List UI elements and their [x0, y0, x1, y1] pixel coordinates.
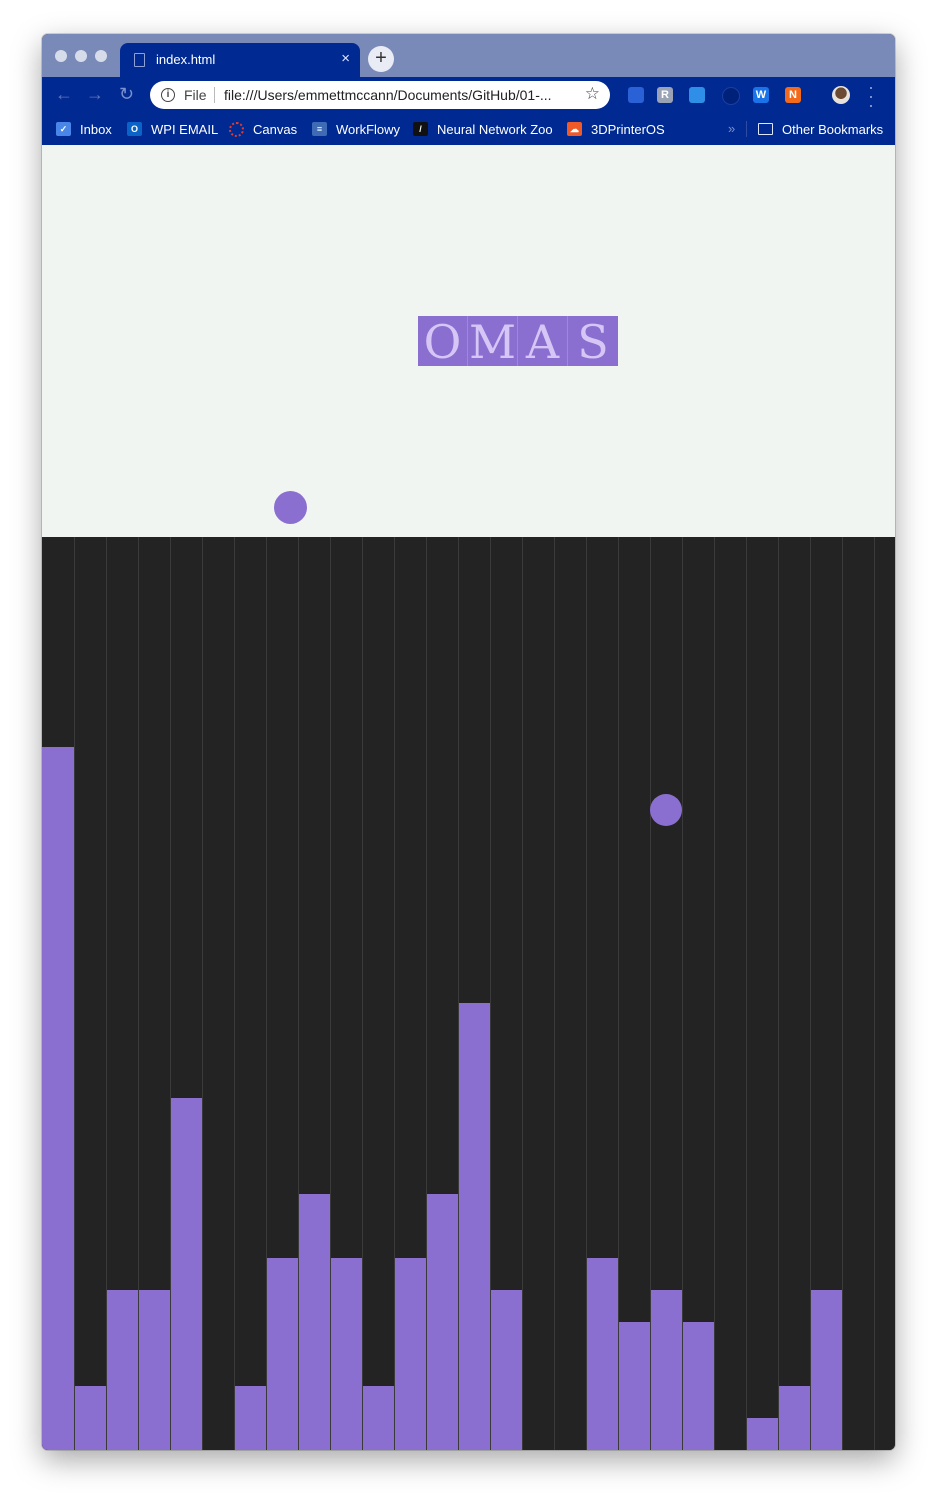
more-menu-icon[interactable]: · · ·: [868, 83, 874, 110]
browser-window: index.html × + ← → ↻ i File file:///User…: [42, 34, 895, 1450]
nnzoo-icon: /: [413, 122, 428, 136]
bookmark-wpi-email[interactable]: O WPI EMAIL: [127, 120, 218, 138]
logo-letter: S: [568, 316, 618, 366]
bar-21: [682, 1322, 714, 1450]
info-icon[interactable]: i: [161, 88, 175, 102]
bar-13: [426, 1194, 458, 1450]
profile-avatar[interactable]: [832, 86, 850, 104]
inbox-icon: ✓: [56, 122, 71, 136]
minimize-window-button[interactable]: [75, 50, 87, 62]
forward-button[interactable]: →: [86, 85, 104, 103]
bar-23: [746, 1418, 778, 1450]
bookmark-label: Neural Network Zoo: [437, 122, 553, 137]
folder-icon: [758, 123, 773, 135]
close-tab-icon[interactable]: ×: [341, 50, 350, 67]
bar-9: [298, 1194, 330, 1450]
omnibox-divider: [214, 87, 215, 103]
bookmark-star-icon[interactable]: ☆: [585, 84, 600, 104]
pen-extension-icon[interactable]: [628, 87, 644, 103]
bookmark-neural-network-zoo[interactable]: / Neural Network Zoo: [413, 120, 553, 138]
more-bookmarks-icon[interactable]: »: [728, 121, 735, 136]
bars-canvas: [42, 537, 895, 1450]
r-extension-icon[interactable]: R: [657, 87, 673, 103]
bookmark-label: Canvas: [253, 122, 297, 137]
logo-letter: M: [468, 316, 518, 366]
bar-8: [266, 1258, 298, 1450]
bar-18: [586, 1258, 618, 1450]
bouncing-ball: [274, 491, 307, 524]
close-window-button[interactable]: [55, 50, 67, 62]
new-tab-button[interactable]: +: [368, 46, 394, 72]
bookmark-label: WPI EMAIL: [151, 122, 218, 137]
reload-button[interactable]: ↻: [119, 85, 134, 103]
bar-20: [650, 1290, 682, 1450]
printer-icon: ☁: [567, 122, 582, 136]
bar-2: [74, 1386, 106, 1450]
address-bar[interactable]: i File file:///Users/emmettmccann/Docume…: [150, 81, 610, 109]
zoom-window-button[interactable]: [95, 50, 107, 62]
circle-extension-icon[interactable]: [722, 87, 740, 105]
bookmark-label: WorkFlowy: [336, 122, 400, 137]
tab-index-html[interactable]: index.html ×: [120, 43, 360, 77]
bookmark-inbox[interactable]: ✓ Inbox: [56, 120, 112, 138]
bar-7: [234, 1386, 266, 1450]
bar-12: [394, 1258, 426, 1450]
bar-visualization: [42, 537, 895, 1450]
bar-1: [42, 747, 74, 1450]
bar-15: [490, 1290, 522, 1450]
other-bookmarks-folder[interactable]: Other Bookmarks: [758, 120, 883, 138]
logo-letter: A: [518, 316, 568, 366]
url-text[interactable]: file:///Users/emmettmccann/Documents/Git…: [224, 87, 552, 103]
bar-3: [106, 1290, 138, 1450]
n-extension-icon[interactable]: N: [785, 87, 801, 103]
outlook-icon: O: [127, 122, 142, 136]
workflowy-icon: ≡: [312, 122, 327, 136]
tab-title: index.html: [156, 52, 215, 67]
bar-14: [458, 1003, 490, 1450]
logo-letter: O: [418, 316, 468, 366]
document-icon: [134, 53, 145, 67]
bookmarks-divider: [746, 121, 747, 137]
bookmarks-bar: ✓ Inbox O WPI EMAIL Canvas ≡ WorkFlowy / Neural …: [42, 113, 895, 146]
bookmark-label: Inbox: [80, 122, 112, 137]
bookmark-canvas[interactable]: Canvas: [229, 120, 297, 138]
bar-5: [170, 1098, 202, 1450]
bar-25: [810, 1290, 842, 1450]
tab-strip: index.html × +: [42, 34, 895, 77]
toolbar: ← → ↻ i File file:///Users/emmettmccann/…: [42, 77, 895, 113]
bookmark-3dprinteros[interactable]: ☁ 3DPrinterOS: [567, 120, 665, 138]
bar-24: [778, 1386, 810, 1450]
bar-19: [618, 1322, 650, 1450]
bar-11: [362, 1386, 394, 1450]
back-button[interactable]: ←: [55, 85, 73, 103]
bookmark-label: 3DPrinterOS: [591, 122, 665, 137]
bar-4: [138, 1290, 170, 1450]
bar-10: [330, 1258, 362, 1450]
other-bookmarks-label: Other Bookmarks: [782, 122, 883, 137]
window-extension-icon[interactable]: [689, 87, 705, 103]
scheme-label: File: [184, 87, 207, 103]
bookmark-workflowy[interactable]: ≡ WorkFlowy: [312, 120, 400, 138]
falling-ball: [650, 794, 682, 826]
w-extension-icon[interactable]: W: [753, 87, 769, 103]
canvas-icon: [229, 122, 244, 137]
